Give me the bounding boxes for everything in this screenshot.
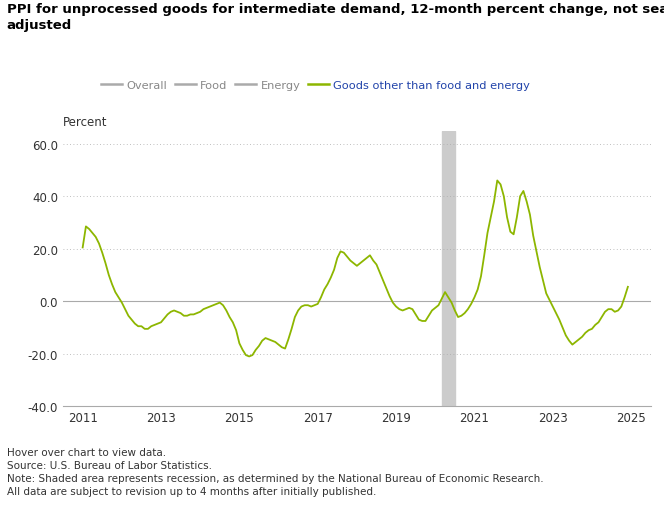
Bar [442, 131, 455, 407]
Text: Percent: Percent [63, 116, 108, 129]
Legend: Overall, Food, Energy, Goods other than food and energy: Overall, Food, Energy, Goods other than … [97, 76, 535, 95]
Text: All data are subject to revision up to 4 months after initially published.: All data are subject to revision up to 4… [7, 486, 376, 496]
Text: Hover over chart to view data.: Hover over chart to view data. [7, 447, 166, 457]
Text: Source: U.S. Bureau of Labor Statistics.: Source: U.S. Bureau of Labor Statistics. [7, 460, 212, 470]
Text: Note: Shaded area represents recession, as determined by the National Bureau of : Note: Shaded area represents recession, … [7, 473, 543, 483]
Text: PPI for unprocessed goods for intermediate demand, 12-month percent change, not : PPI for unprocessed goods for intermedia… [7, 3, 664, 31]
